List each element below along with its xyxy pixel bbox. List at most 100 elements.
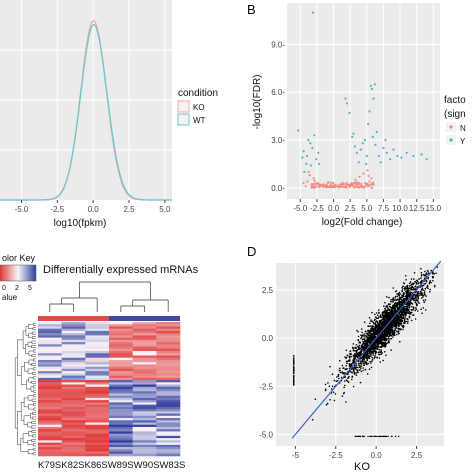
- heatmap-cell: [132, 426, 157, 430]
- correlation-point: [349, 363, 352, 366]
- correlation-point: [388, 335, 391, 337]
- correlation-point: [404, 318, 406, 321]
- heatmap-cell: [156, 418, 181, 421]
- heatmap-cell: [109, 371, 133, 374]
- volcano-legend-dot-n: [449, 125, 453, 129]
- correlation-point: [424, 287, 427, 290]
- correlation-point: [409, 313, 412, 315]
- correlation-point: [366, 373, 369, 375]
- correlation-point: [375, 348, 377, 351]
- correlation-point: [413, 287, 415, 289]
- correlation-point: [371, 311, 373, 314]
- heatmap-cell: [61, 368, 86, 372]
- heatmap-cell: [85, 328, 110, 332]
- volcano-point-n: [327, 181, 329, 184]
- heatmap-cell: [38, 444, 62, 448]
- heatmap-cell: [132, 418, 157, 421]
- correlation-point: [394, 329, 397, 331]
- heatmap-cell: [61, 380, 86, 383]
- correlation-point: [368, 339, 371, 342]
- correlation-point: [361, 435, 363, 438]
- correlation-point: [370, 320, 372, 323]
- heatmap-cell: [156, 426, 181, 430]
- correlation-point: [401, 302, 404, 305]
- heatmap-cell: [38, 353, 62, 356]
- correlation-point: [347, 377, 349, 380]
- legend-key-ko: [177, 100, 190, 113]
- column-group-bar: [38, 316, 180, 321]
- correlation-point: [412, 314, 414, 317]
- correlation-point: [386, 309, 388, 311]
- correlation-point: [408, 301, 411, 303]
- correlation-point: [422, 307, 425, 309]
- volcano-point-y: [309, 164, 312, 167]
- heatmap-cell: [156, 397, 181, 401]
- correlation-point: [392, 322, 395, 325]
- correlation-point: [361, 357, 363, 359]
- heatmap-cell: [156, 404, 181, 408]
- heatmap-cell: [109, 364, 133, 367]
- correlation-point: [356, 329, 358, 332]
- volcano-x-tick-label: 7.5: [378, 204, 390, 213]
- heatmap-cell: [85, 433, 110, 437]
- correlation-point: [374, 316, 377, 318]
- heatmap-cell: [61, 326, 86, 329]
- correlation-point: [391, 310, 394, 313]
- correlation-point: [401, 317, 403, 319]
- correlation-point: [384, 329, 387, 332]
- heatmap-cell: [85, 368, 110, 372]
- heatmap-cell: [38, 359, 62, 363]
- correlation-point: [384, 340, 386, 342]
- correlation-point: [415, 308, 418, 311]
- correlation-point: [360, 334, 362, 337]
- volcano-point-y: [305, 154, 309, 158]
- correlation-point: [382, 318, 384, 320]
- correlation-point: [420, 289, 423, 291]
- correlation-point: [331, 373, 334, 376]
- color-key-tick-1: 2: [15, 285, 19, 292]
- heatmap-cell: [38, 342, 62, 345]
- correlation-point: [352, 359, 355, 362]
- correlation-point: [405, 287, 408, 290]
- correlation-point: [334, 393, 337, 395]
- volcano-point-n: [322, 183, 325, 186]
- correlation-point: [399, 305, 401, 308]
- correlation-point: [346, 362, 348, 365]
- correlation-point: [402, 326, 404, 328]
- correlation-point: [354, 435, 356, 438]
- correlation-point: [377, 327, 379, 330]
- heatmap-cell: [156, 447, 181, 450]
- correlation-point: [311, 418, 314, 421]
- correlation-point: [383, 305, 385, 308]
- heatmap-cell: [109, 424, 133, 428]
- volcano-point-y: [374, 143, 377, 146]
- correlation-point: [364, 347, 367, 350]
- correlation-point: [422, 299, 425, 302]
- correlation-point: [377, 435, 379, 438]
- correlation-point: [364, 337, 366, 339]
- correlation-point: [363, 321, 366, 324]
- heatmap-cell: [156, 339, 181, 343]
- correlation-point: [328, 385, 331, 388]
- correlation-point: [389, 326, 391, 328]
- heatmap-cell: [38, 389, 62, 392]
- correlation-point: [377, 351, 380, 354]
- volcano-point-n: [353, 181, 356, 184]
- correlation-point: [380, 342, 383, 345]
- correlation-point: [396, 323, 399, 326]
- correlation-point: [363, 349, 365, 352]
- correlation-point: [371, 435, 373, 438]
- correlation-point: [364, 348, 366, 351]
- correlation-point: [376, 342, 379, 345]
- volcano-point-y: [317, 151, 320, 154]
- correlation-point: [362, 364, 365, 367]
- volcano-y-axis-label: -log10(FDR): [252, 74, 263, 129]
- correlation-point: [410, 288, 413, 290]
- correlation-point: [383, 314, 385, 317]
- correlation-point: [371, 320, 374, 323]
- correlation-point: [361, 328, 363, 330]
- heatmap-cell: [61, 397, 86, 401]
- correlation-point: [377, 337, 379, 340]
- correlation-point: [404, 317, 406, 319]
- correlation-point: [369, 335, 371, 337]
